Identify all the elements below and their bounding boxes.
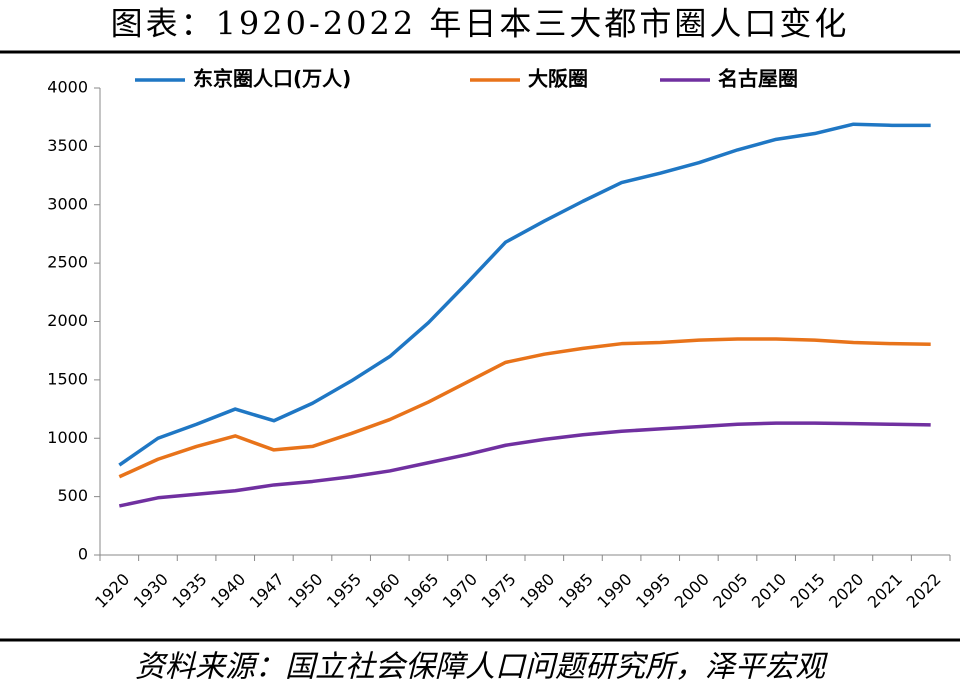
source: 资料来源：国立社会保障人口问题研究所，泽平宏观 bbox=[135, 650, 828, 685]
x-tick-label: 1940 bbox=[207, 570, 249, 612]
series-line bbox=[118, 337, 931, 479]
y-tick-label: 3000 bbox=[47, 194, 88, 213]
x-tick-label: 1930 bbox=[130, 570, 172, 612]
series-line bbox=[118, 122, 931, 467]
chart-title: 图表：1920-2022 年日本三大都市圈人口变化 bbox=[111, 5, 850, 43]
x-tick-label: 2021 bbox=[864, 570, 906, 612]
x-tick-label: 1955 bbox=[323, 570, 365, 612]
x-tick-label: 2020 bbox=[825, 570, 867, 612]
x-tick-label: 1935 bbox=[168, 570, 210, 612]
x-tick-label: 1920 bbox=[91, 570, 133, 612]
x-tick-label: 2015 bbox=[787, 570, 829, 612]
x-tick-label: 2000 bbox=[671, 570, 713, 612]
y-tick-label: 0 bbox=[78, 545, 88, 564]
x-tick-label: 1950 bbox=[284, 570, 326, 612]
x-tick-label: 2022 bbox=[902, 570, 944, 612]
y-tick-label: 3500 bbox=[47, 136, 88, 155]
series-line bbox=[118, 421, 931, 508]
x-tick-label: 2010 bbox=[748, 570, 790, 612]
y-tick-label: 2000 bbox=[47, 311, 88, 330]
x-tick-label: 1947 bbox=[246, 570, 288, 612]
x-tick-label: 1960 bbox=[362, 570, 404, 612]
legend-label: 东京圈人口(万人) bbox=[193, 67, 351, 91]
y-tick-label: 1000 bbox=[47, 428, 88, 447]
x-tick-label: 1985 bbox=[555, 570, 597, 612]
x-tick-label: 2005 bbox=[709, 570, 751, 612]
legend-label: 大阪圈 bbox=[528, 67, 588, 91]
x-tick-label: 1995 bbox=[632, 570, 674, 612]
y-tick-label: 500 bbox=[57, 486, 88, 505]
x-tick-label: 1980 bbox=[516, 570, 558, 612]
x-tick-label: 1975 bbox=[477, 570, 519, 612]
x-tick-label: 1990 bbox=[593, 570, 635, 612]
y-tick-label: 2500 bbox=[47, 253, 88, 272]
legend-label: 名古屋圈 bbox=[718, 67, 798, 91]
x-tick-label: 1970 bbox=[439, 570, 481, 612]
y-tick-label: 4000 bbox=[47, 78, 88, 97]
x-tick-label: 1965 bbox=[400, 570, 442, 612]
y-tick-label: 1500 bbox=[47, 369, 88, 388]
